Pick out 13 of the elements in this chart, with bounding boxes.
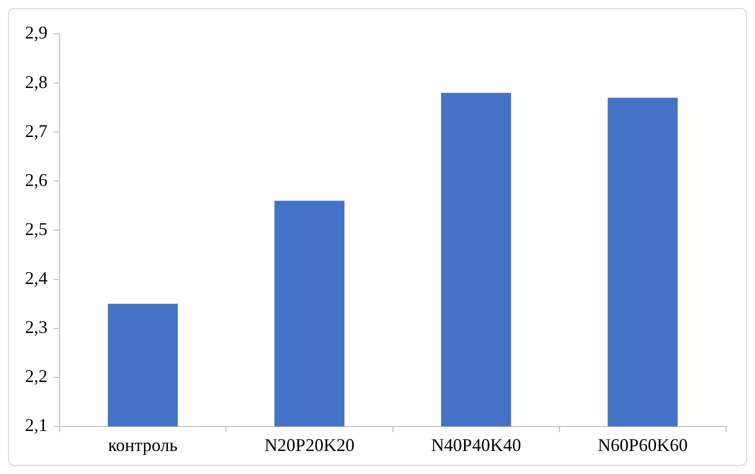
x-tick-label: N20P20K20 [264, 434, 354, 455]
y-tick-label: 2,8 [25, 72, 48, 92]
x-tick-label: N40P40K40 [431, 434, 522, 455]
y-tick-label: 2,4 [25, 268, 48, 288]
x-tick-label: N60P60K60 [598, 434, 688, 455]
x-tick-label: контроль [108, 434, 178, 455]
y-tick-label: 2,2 [25, 366, 48, 386]
y-tick-label: 2,1 [25, 415, 48, 436]
y-tick-label: 2,5 [25, 218, 48, 239]
y-tick-label: 2,9 [25, 22, 48, 43]
y-tick-label: 2,6 [25, 170, 48, 190]
y-tick-label: 2,3 [25, 317, 48, 338]
y-tick-label: 2,7 [25, 120, 48, 141]
